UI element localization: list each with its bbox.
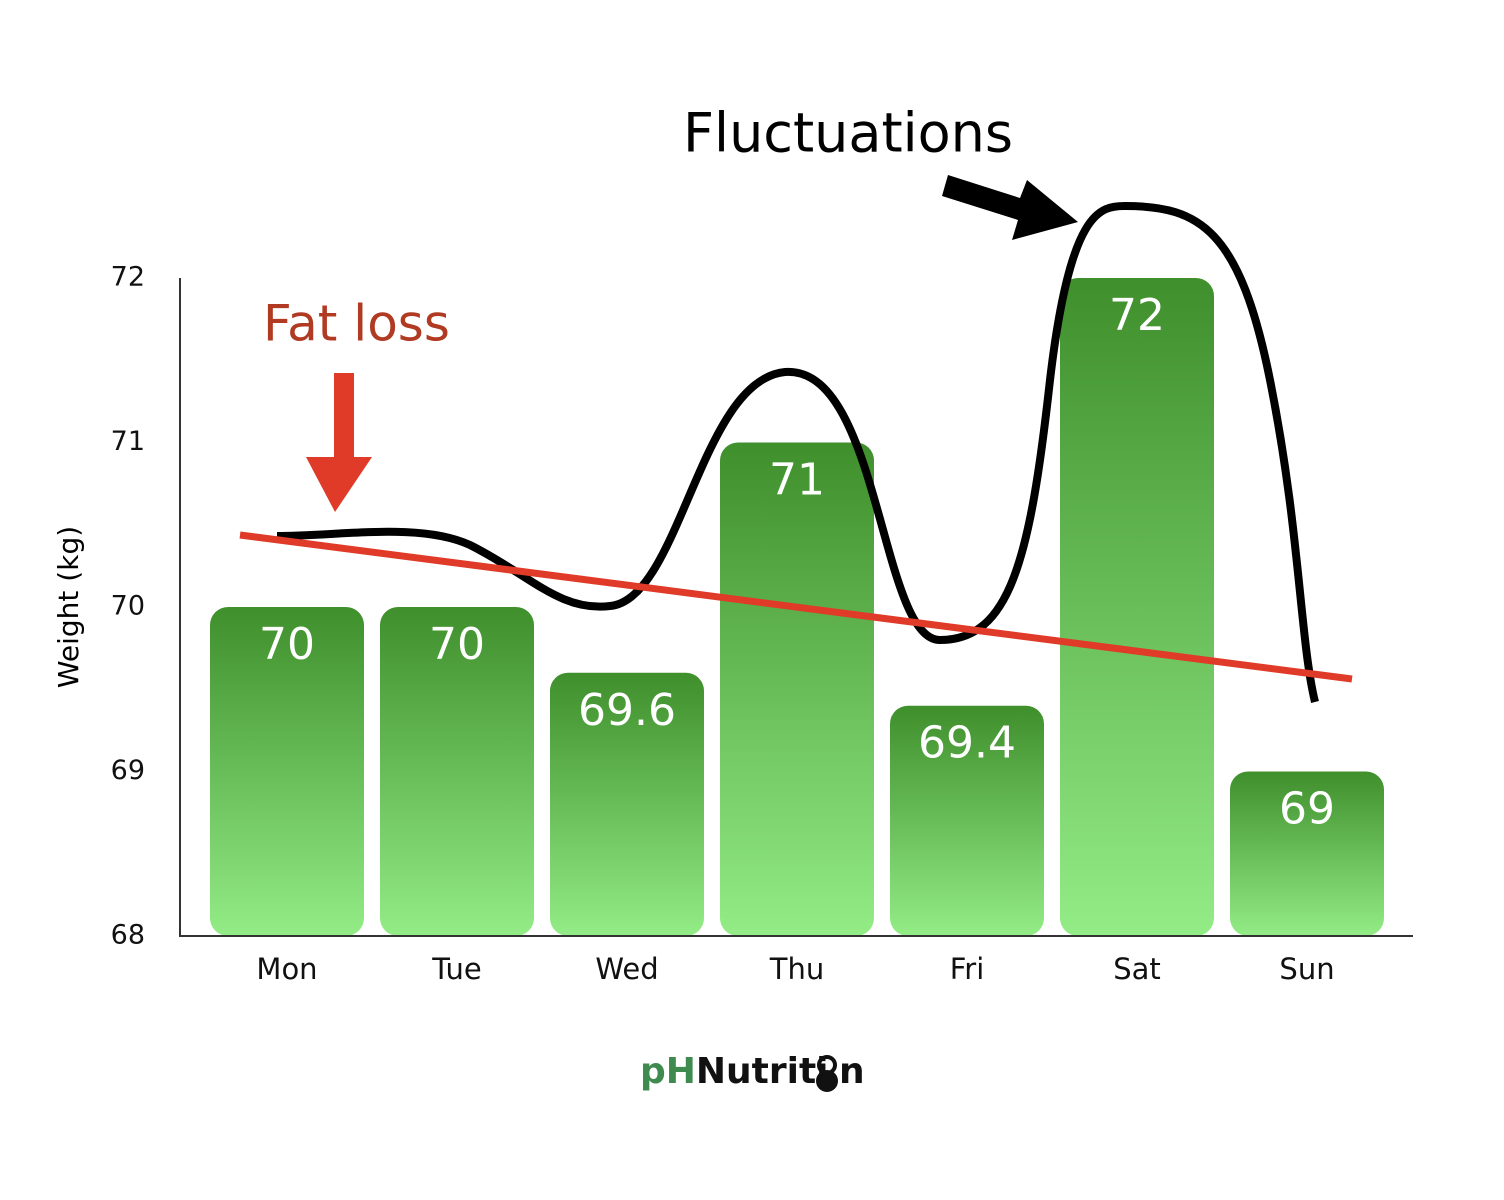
y-axis-label: Weight (kg) [52, 526, 85, 688]
brand-part: n [839, 1051, 865, 1092]
bar [380, 607, 534, 936]
value-label: 69.6 [578, 685, 676, 736]
fat-loss-annotation: Fat loss [263, 295, 450, 353]
x-tick-label: Sun [1279, 952, 1334, 986]
brand-text: pHNutriti [640, 1051, 829, 1092]
value-label: 71 [769, 455, 825, 506]
y-tick-label: 69 [111, 755, 145, 786]
value-label: 70 [259, 619, 315, 670]
y-tick-label: 71 [111, 426, 145, 457]
y-tick-label: 72 [111, 262, 145, 293]
x-tick-label: Tue [431, 952, 482, 986]
value-label: 69.4 [918, 718, 1016, 769]
brand-part: pH [640, 1051, 696, 1092]
brand-part: Nutriti [696, 1051, 829, 1092]
fluctuation-curve [276, 201, 1319, 703]
bar [1230, 771, 1384, 936]
bar [890, 705, 1044, 936]
bar [720, 442, 874, 936]
x-tick-label: Thu [769, 952, 824, 986]
brand-logo: pHNutriti n [640, 1051, 865, 1092]
value-label: 69 [1279, 784, 1335, 835]
y-tick-label: 68 [111, 920, 145, 951]
bar [1060, 278, 1214, 936]
black-arrow [942, 175, 1078, 240]
x-tick-label: Mon [256, 952, 317, 986]
x-tick-label: Sat [1113, 952, 1161, 986]
x-tick-label: Fri [950, 952, 985, 986]
x-tick-label: Wed [595, 952, 658, 986]
y-tick-label: 70 [111, 591, 145, 622]
value-label: 72 [1109, 290, 1165, 341]
trend-line [239, 531, 1353, 683]
bar [210, 607, 364, 936]
red-arrow [306, 373, 372, 512]
fluctuations-annotation: Fluctuations [683, 102, 1013, 165]
bar [550, 672, 704, 936]
value-label: 70 [429, 619, 485, 670]
kettlebell-icon [816, 1055, 838, 1092]
